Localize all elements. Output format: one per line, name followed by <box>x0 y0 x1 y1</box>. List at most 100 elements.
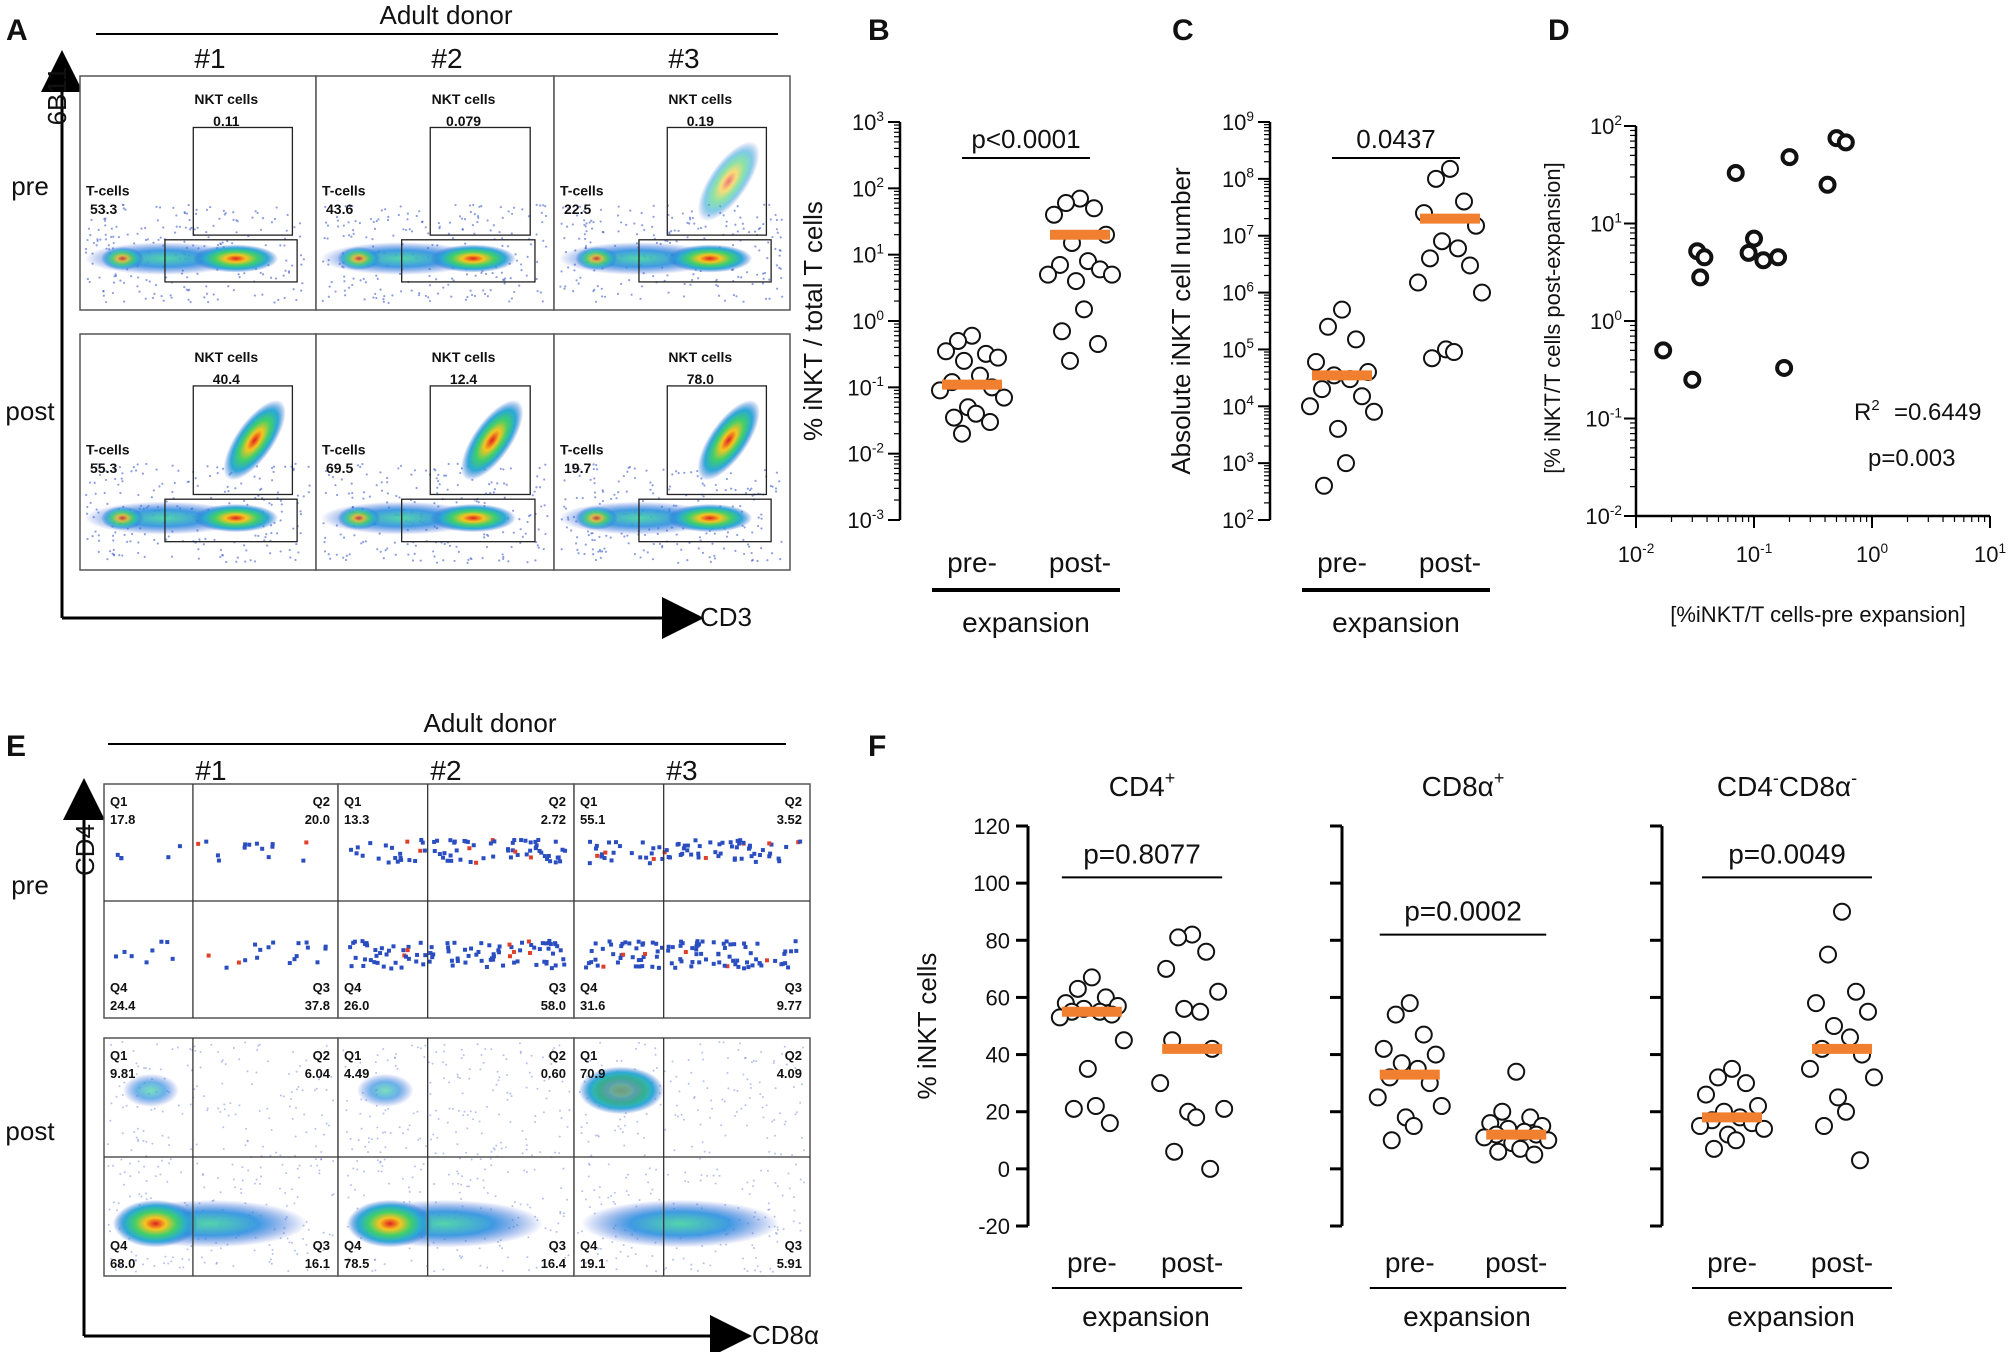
panel-e-event-dot <box>681 846 686 851</box>
panel-e-event-dot <box>515 852 520 857</box>
panel-e-event-dot <box>535 1266 538 1269</box>
panel-a-event-dot <box>112 235 115 238</box>
chart-d-x-tick-label: 100 <box>1856 541 1888 567</box>
panel-e-event-dot <box>160 1159 163 1162</box>
panel-e-event-dot <box>145 1179 148 1182</box>
panel-a-event-dot <box>330 280 333 284</box>
panel-label-c: C <box>1172 14 1194 47</box>
panel-a-event-dot <box>747 545 751 548</box>
panel-a-event-dot <box>347 286 351 289</box>
panel-e-q1-value: 13.3 <box>344 812 369 827</box>
panel-a-event-dot <box>581 496 584 500</box>
panel-a-event-dot <box>482 289 485 292</box>
chart-C-cat-post: post- <box>1419 547 1481 578</box>
panel-e-event-dot <box>748 951 753 956</box>
panel-a-event-dot <box>668 488 671 491</box>
panel-a-event-dot <box>671 216 674 219</box>
panel-e-event-dot <box>348 1240 351 1243</box>
panel-a-event-dot <box>560 222 563 225</box>
panel-e-event-dot <box>376 1137 379 1140</box>
panel-e-event-dot <box>380 1170 383 1173</box>
panel-e-event-dot <box>168 1162 171 1165</box>
panel-a-event-dot <box>212 293 215 296</box>
panel-a-event-dot <box>689 218 692 221</box>
panel-e-event-dot <box>754 1256 757 1259</box>
panel-e-event-dot <box>528 1268 531 1271</box>
panel-e-event-dot <box>767 1208 770 1211</box>
chart-B-tick-label-base: 10 <box>852 176 876 201</box>
panel-a-event-dot <box>183 212 186 215</box>
panel-a-event-dot <box>741 222 744 225</box>
panel-a-event-dot <box>242 544 246 547</box>
chart-d-annotation-r-exp: 2 <box>1871 398 1879 414</box>
panel-a-event-dot <box>589 478 592 481</box>
panel-e-event-dot <box>181 1112 184 1115</box>
panel-a-event-dot <box>658 542 662 545</box>
panel-a-tcell-gate <box>638 498 772 543</box>
chart-C-point-pre <box>1313 380 1331 399</box>
panel-e-event-dot <box>561 1080 564 1083</box>
panel-a-event-dot <box>502 555 505 559</box>
chart-F2-point-pre <box>1400 994 1419 1013</box>
panel-e-event-dot <box>800 1083 803 1086</box>
panel-e-event-dot <box>634 1253 637 1256</box>
panel-e-event-dot <box>331 1234 334 1237</box>
panel-a-event-dot <box>123 300 126 303</box>
panel-a-event-dot <box>528 514 531 518</box>
panel-a-event-dot <box>307 465 310 468</box>
panel-e-event-dot <box>794 1067 797 1070</box>
panel-a-event-dot <box>666 239 669 243</box>
panel-e-event-dot <box>369 1115 372 1118</box>
panel-e-event-dot <box>609 858 614 863</box>
panel-e-event-dot <box>757 853 762 858</box>
panel-e-event-dot <box>735 838 740 843</box>
panel-e-event-dot <box>137 1171 140 1174</box>
panel-e-event-dot <box>512 838 517 843</box>
panel-a-event-dot <box>427 232 430 235</box>
panel-e-event-dot <box>215 853 220 858</box>
panel-e-event-dot <box>346 1099 349 1102</box>
panel-e-event-dot <box>129 954 134 959</box>
panel-a-tcell-label: T-cells <box>322 182 366 198</box>
panel-a-event-dot <box>690 278 694 282</box>
chart-F1-y-label: % iNKT cells <box>912 953 942 1100</box>
panel-a-event-dot <box>104 233 107 236</box>
panel-a-event-dot <box>155 205 158 208</box>
panel-a-event-dot <box>514 253 517 256</box>
panel-e-event-dot <box>451 1108 454 1111</box>
panel-e-event-dot <box>460 1256 463 1259</box>
panel-a-event-dot <box>761 282 765 285</box>
chart-F2-point-pre <box>1382 1131 1401 1150</box>
panel-e-event-dot <box>232 1178 235 1181</box>
panel-e-event-dot <box>519 1050 522 1053</box>
panel-a-event-dot <box>526 520 529 524</box>
panel-a-donor-1: #1 <box>194 43 225 74</box>
panel-a-event-dot <box>86 505 89 509</box>
panel-e-event-dot <box>474 1111 477 1114</box>
panel-a-event-dot <box>103 205 106 208</box>
panel-e-q3-label: Q3 <box>785 980 802 995</box>
panel-e-event-dot <box>167 1262 170 1265</box>
panel-e-event-dot <box>478 1120 481 1123</box>
panel-a-event-dot <box>675 533 678 536</box>
panel-a-event-dot <box>633 467 636 470</box>
panel-e-event-dot <box>171 1256 174 1259</box>
panel-a-event-dot <box>597 550 600 553</box>
panel-e-event-dot <box>270 1258 273 1261</box>
panel-a-event-dot <box>173 231 177 234</box>
panel-e-event-dot <box>458 1077 461 1080</box>
panel-a-event-dot <box>774 247 777 250</box>
panel-a-event-dot <box>677 229 680 232</box>
panel-e-event-dot <box>401 948 406 953</box>
panel-a-event-dot <box>576 548 579 551</box>
chart-F2-point-post <box>1507 1062 1526 1081</box>
panel-a-event-dot <box>114 477 117 481</box>
panel-e-event-dot <box>543 941 548 946</box>
panel-a-event-dot <box>137 541 140 544</box>
panel-e-event-dot <box>167 1136 170 1139</box>
panel-a-event-dot <box>126 233 129 236</box>
panel-e-event-dot <box>466 1185 469 1188</box>
panel-a-event-dot <box>324 536 327 539</box>
panel-e-event-dot <box>288 1072 291 1075</box>
panel-e-event-dot <box>597 1247 600 1250</box>
